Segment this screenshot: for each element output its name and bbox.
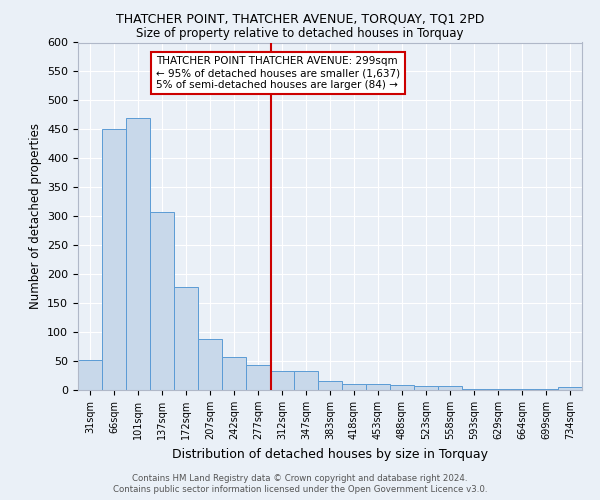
Bar <box>222 357 246 390</box>
Text: THATCHER POINT THATCHER AVENUE: 299sqm
← 95% of detached houses are smaller (1,6: THATCHER POINT THATCHER AVENUE: 299sqm ←… <box>156 56 400 90</box>
Bar <box>318 382 342 390</box>
Bar <box>534 389 558 390</box>
X-axis label: Distribution of detached houses by size in Torquay: Distribution of detached houses by size … <box>172 448 488 460</box>
Bar <box>438 386 462 390</box>
Bar <box>174 287 198 390</box>
Bar <box>414 386 438 390</box>
Bar <box>198 339 222 390</box>
Bar <box>294 372 318 390</box>
Bar <box>510 389 534 390</box>
Bar <box>390 386 414 390</box>
Text: Contains HM Land Registry data © Crown copyright and database right 2024.
Contai: Contains HM Land Registry data © Crown c… <box>113 474 487 494</box>
Bar <box>78 360 102 390</box>
Bar <box>558 387 582 390</box>
Y-axis label: Number of detached properties: Number of detached properties <box>29 123 41 309</box>
Bar <box>366 384 390 390</box>
Bar <box>126 118 150 390</box>
Bar <box>462 389 486 390</box>
Bar <box>246 365 270 390</box>
Bar <box>102 130 126 390</box>
Text: THATCHER POINT, THATCHER AVENUE, TORQUAY, TQ1 2PD: THATCHER POINT, THATCHER AVENUE, TORQUAY… <box>116 12 484 26</box>
Bar <box>150 212 174 390</box>
Bar <box>486 389 510 390</box>
Bar <box>342 384 366 390</box>
Text: Size of property relative to detached houses in Torquay: Size of property relative to detached ho… <box>136 28 464 40</box>
Bar <box>270 372 294 390</box>
